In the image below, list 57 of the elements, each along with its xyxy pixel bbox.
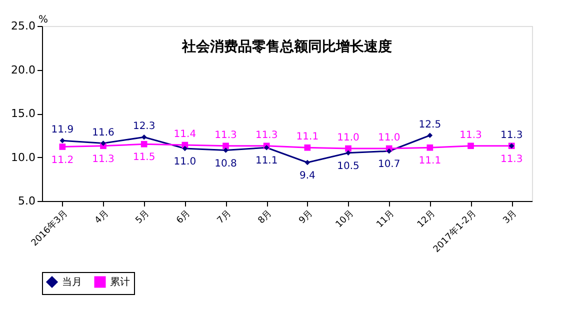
- text: 社会消费品零售总额同比增长速度: [181, 38, 392, 55]
- data-label: 11.1: [255, 156, 278, 167]
- y-tick-label: 10.0: [11, 150, 36, 164]
- point: [100, 140, 106, 146]
- point: [345, 145, 352, 152]
- point: [427, 132, 433, 138]
- x-tick-label: 6月: [175, 208, 192, 226]
- x-tick-label: 8月: [256, 208, 274, 226]
- point: [140, 140, 148, 148]
- point: [59, 144, 66, 150]
- y-tick-label: 20.0: [11, 63, 36, 76]
- point: [468, 142, 474, 150]
- point: [141, 134, 147, 140]
- data-label: 11.3: [500, 130, 523, 141]
- y-axis-title: %: [38, 14, 48, 26]
- x-tick-label: 5月: [134, 208, 152, 226]
- x-tick-label: 11月: [375, 208, 397, 230]
- x-tick-label: 10月: [334, 208, 356, 230]
- y-tick-label: 25.0: [11, 20, 36, 32]
- point: [223, 148, 228, 153]
- data-label: 11.3: [214, 130, 237, 141]
- legend-label: 当月: [62, 276, 82, 288]
- point: [304, 144, 311, 151]
- data-label: 12.5: [418, 119, 442, 130]
- data-label: 11.3: [255, 130, 278, 141]
- data-label: 11.3: [92, 154, 114, 165]
- data-label: 10.7: [378, 159, 400, 170]
- data-label: 11.0: [337, 132, 360, 144]
- data-label: 11.1: [296, 132, 319, 143]
- data-label: 11.2: [51, 154, 74, 166]
- x-tick-label: 7月: [216, 208, 234, 226]
- data-label: 11.1: [418, 156, 442, 167]
- y-tick-label: 15.0: [11, 107, 36, 120]
- x-tick-label: 12月: [416, 208, 438, 230]
- point: [386, 148, 392, 154]
- data-label: 11.0: [378, 132, 400, 144]
- data-label: 11.4: [174, 129, 196, 140]
- data-label: 11.3: [460, 130, 482, 141]
- x-tick-label: 3月: [502, 208, 520, 226]
- legend-label: 累计: [110, 276, 130, 288]
- point: [182, 146, 188, 152]
- x-tick-label: 9月: [298, 208, 315, 226]
- data-label: 10.8: [214, 158, 237, 170]
- x-tick-label: 4月: [93, 208, 111, 226]
- point: [222, 142, 229, 150]
- data-label: 11.5: [132, 152, 156, 164]
- point: [346, 150, 351, 156]
- data-label: 12.3: [132, 121, 156, 132]
- point: [304, 160, 310, 166]
- y-tick-label: 5.0: [18, 194, 36, 208]
- point: [426, 144, 434, 151]
- data-label: 10.5: [337, 160, 360, 172]
- data-label: 11.9: [51, 124, 74, 136]
- data-label: 11.0: [174, 156, 196, 168]
- data-label: 11.3: [500, 154, 523, 165]
- data-label: 9.4: [299, 170, 316, 182]
- data-label: 11.6: [92, 127, 114, 138]
